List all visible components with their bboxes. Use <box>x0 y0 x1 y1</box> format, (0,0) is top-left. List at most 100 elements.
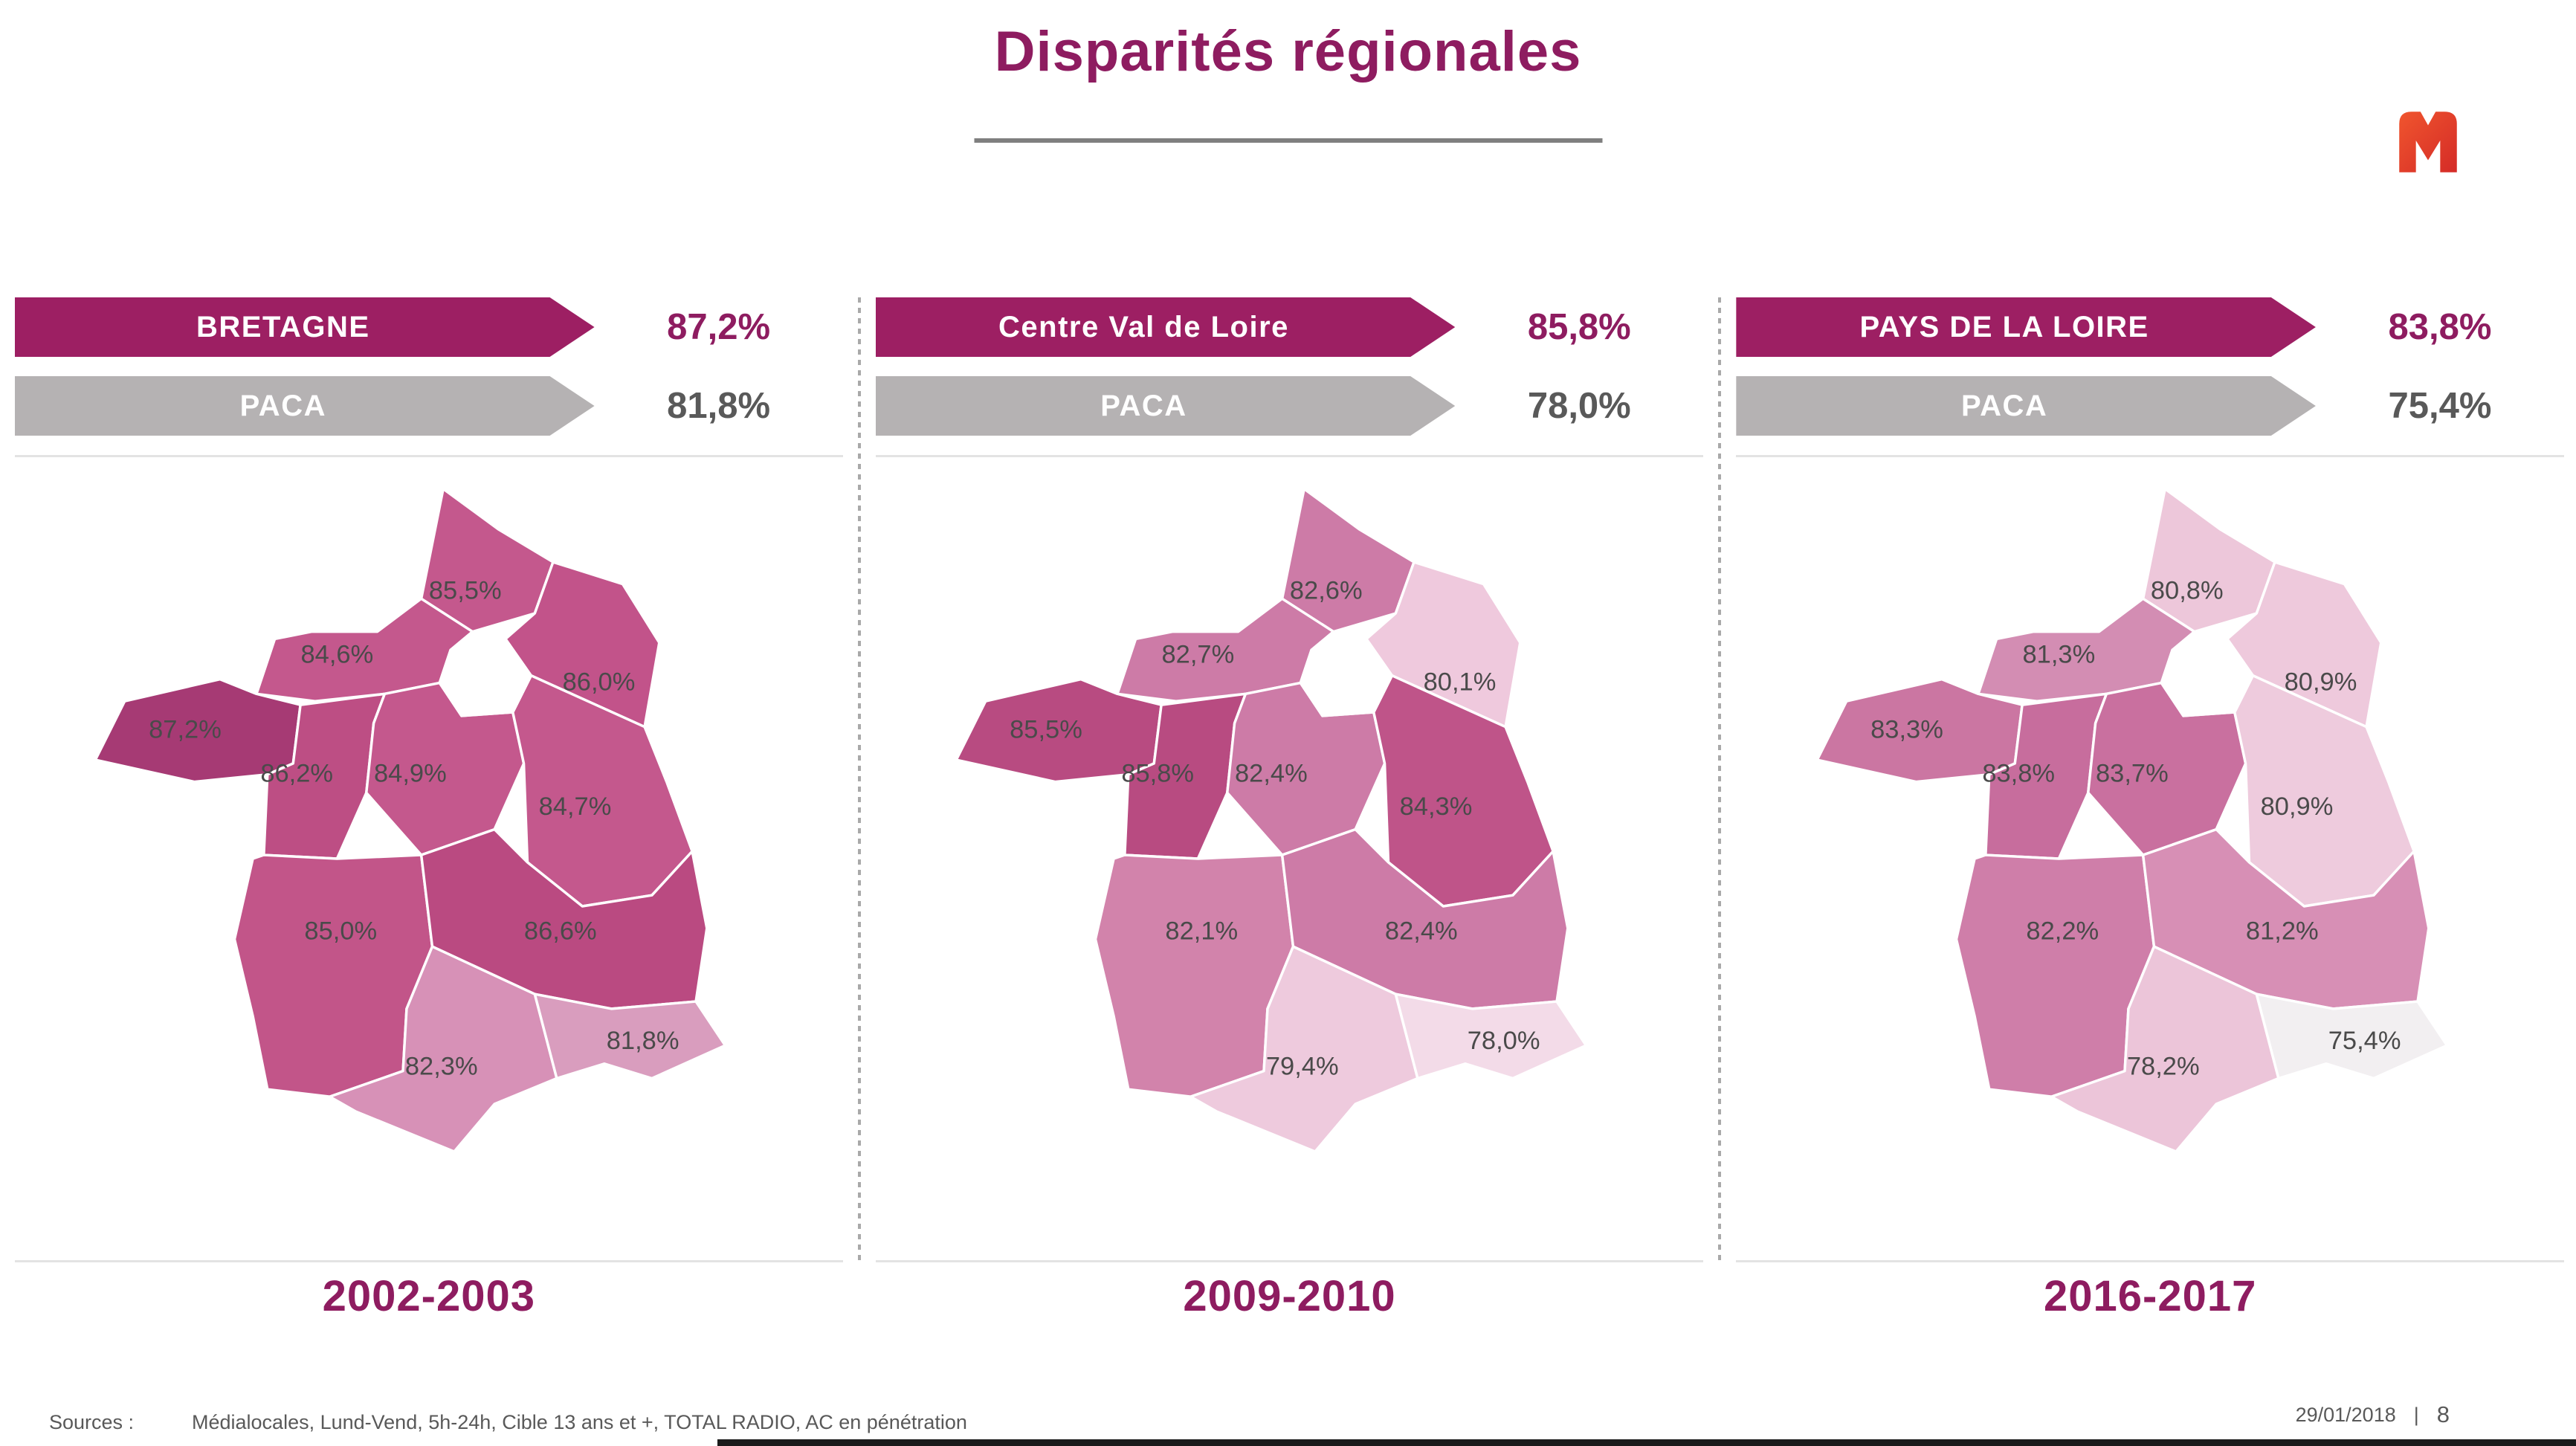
top-banner-row-3: PAYS DE LA LOIRE 83,8% <box>1736 297 2564 357</box>
region-value-pays-de-la-loire: 83,8% <box>1982 759 2055 787</box>
region-value-pays-de-la-loire: 86,2% <box>261 759 334 787</box>
region-value-hauts-de-france: 82,6% <box>1290 576 1363 604</box>
divider-line <box>875 1260 1704 1262</box>
region-value-normandie: 84,6% <box>301 640 374 668</box>
region-normandie <box>1976 597 2195 703</box>
paca-label: PACA <box>1960 389 2048 422</box>
top-region-value: 85,8% <box>1527 307 1631 347</box>
divider-line <box>875 455 1704 457</box>
region-value-auvergne-rhone-alpes: 86,6% <box>524 917 597 945</box>
region-value-centre-val-de-loire: 84,9% <box>374 759 447 787</box>
region-occitanie <box>1189 944 1419 1153</box>
top-region-value: 83,8% <box>2388 307 2492 347</box>
region-ile-de-france <box>438 637 533 717</box>
top-region-label: Centre Val de Loire <box>998 310 1289 343</box>
paca-banner: PACA <box>876 376 1456 436</box>
paca-value: 81,8% <box>667 386 771 426</box>
region-occitanie <box>2050 944 2280 1153</box>
bottom-bar <box>717 1439 2576 1446</box>
paca-banner: PACA <box>15 376 595 436</box>
region-value-nouvelle-aquitaine: 85,0% <box>305 917 378 945</box>
region-value-normandie: 81,3% <box>2022 640 2095 668</box>
top-banner-row-2: Centre Val de Loire 85,8% <box>876 297 1704 357</box>
region-value-normandie: 82,7% <box>1162 640 1235 668</box>
paca-label: PACA <box>239 389 326 422</box>
panel-3: PAYS DE LA LOIRE 83,8% PACA 75,4% 80,8% 8… <box>1736 297 2565 1321</box>
region-paca <box>1394 992 1588 1079</box>
france-map-svg: 85,5% 84,6% 86,0% 87,2% 86,2% 84,9% 84,7% 85,0%… <box>94 487 727 1153</box>
region-value-nouvelle-aquitaine: 82,2% <box>2026 917 2099 945</box>
m-radio-logo-icon <box>2399 112 2457 172</box>
top-region-value: 87,2% <box>667 307 771 347</box>
region-value-auvergne-rhone-alpes: 81,2% <box>2246 917 2319 945</box>
region-value-paca: 78,0% <box>1468 1027 1540 1055</box>
top-region-banner: Centre Val de Loire <box>876 297 1456 357</box>
region-paca <box>2255 992 2448 1079</box>
region-normandie <box>1116 597 1335 703</box>
year-label: 2009-2010 <box>1183 1272 1396 1320</box>
paca-banner-row-1: PACA 81,8% <box>15 376 843 436</box>
top-region-label: BRETAGNE <box>196 310 370 343</box>
france-map-svg: 82,6% 82,7% 80,1% 85,5% 85,8% 82,4% 84,3% 82,1%… <box>955 487 1588 1153</box>
paca-value: 75,4% <box>2388 386 2492 426</box>
panels-row: BRETAGNE 87,2% PACA 81,8% 85,5% 84,6% 86,0… <box>15 297 2565 1321</box>
region-value-occitanie: 78,2% <box>2127 1052 2200 1080</box>
region-value-nouvelle-aquitaine: 82,1% <box>1165 917 1238 945</box>
vertical-separator <box>857 297 861 1260</box>
region-value-bourgogne-franche-comte: 84,7% <box>539 792 612 820</box>
region-value-bretagne: 83,3% <box>1870 715 1943 743</box>
region-value-bretagne: 87,2% <box>149 715 222 743</box>
paca-label: PACA <box>1100 389 1187 422</box>
region-value-auvergne-rhone-alpes: 82,4% <box>1385 917 1458 945</box>
region-ile-de-france <box>1299 637 1394 717</box>
paca-banner: PACA <box>1736 376 2316 436</box>
top-region-label: PAYS DE LA LOIRE <box>1859 310 2149 343</box>
title-underline <box>974 138 1602 143</box>
region-paca <box>533 992 727 1079</box>
france-map-2002-2003: 85,5% 84,6% 86,0% 87,2% 86,2% 84,9% 84,7% 85,0%… <box>15 457 843 1208</box>
divider-line <box>1736 1260 2565 1262</box>
region-value-paca: 75,4% <box>2328 1027 2401 1055</box>
region-value-centre-val-de-loire: 83,7% <box>2096 759 2169 787</box>
sources-text: Médialocales, Lund-Vend, 5h-24h, Cible 1… <box>192 1411 967 1433</box>
region-value-grand-est: 86,0% <box>563 668 636 696</box>
page-number: 8 <box>2436 1401 2450 1427</box>
top-region-banner: BRETAGNE <box>15 297 595 357</box>
year-label: 2016-2017 <box>2043 1272 2257 1320</box>
france-map-2009-2010: 82,6% 82,7% 80,1% 85,5% 85,8% 82,4% 84,3% 82,1%… <box>876 457 1704 1208</box>
top-banner-row-1: BRETAGNE 87,2% <box>15 297 843 357</box>
slide-meta: 29/01/2018 | 8 <box>2296 1401 2450 1428</box>
region-value-grand-est: 80,9% <box>2284 668 2357 696</box>
region-value-centre-val-de-loire: 82,4% <box>1235 759 1308 787</box>
divider-line <box>15 1260 843 1262</box>
region-value-grand-est: 80,1% <box>1424 668 1497 696</box>
top-region-banner: PAYS DE LA LOIRE <box>1736 297 2316 357</box>
region-value-bourgogne-franche-comte: 84,3% <box>1400 792 1473 820</box>
paca-banner-row-3: PACA 75,4% <box>1736 376 2564 436</box>
divider-line <box>1736 455 2565 457</box>
paca-value: 78,0% <box>1527 386 1631 426</box>
region-value-paca: 81,8% <box>607 1027 679 1055</box>
region-ile-de-france <box>2160 637 2254 717</box>
france-map-2016-2017: 80,8% 81,3% 80,9% 83,3% 83,8% 83,7% 80,9% 82,2%… <box>1736 457 2564 1208</box>
region-value-occitanie: 79,4% <box>1266 1052 1339 1080</box>
region-value-hauts-de-france: 85,5% <box>429 576 502 604</box>
panel-2: Centre Val de Loire 85,8% PACA 78,0% 82,… <box>875 297 1704 1321</box>
panel-1: BRETAGNE 87,2% PACA 81,8% 85,5% 84,6% 86,0… <box>15 297 843 1321</box>
france-map-svg: 80,8% 81,3% 80,9% 83,3% 83,8% 83,7% 80,9% 82,2%… <box>1815 487 2448 1153</box>
page-title: Disparités régionales <box>994 20 1582 83</box>
region-normandie <box>255 597 474 703</box>
region-value-bourgogne-franche-comte: 80,9% <box>2260 792 2333 820</box>
sources-label: Sources : <box>49 1411 135 1433</box>
region-value-pays-de-la-loire: 85,8% <box>1121 759 1194 787</box>
region-value-occitanie: 82,3% <box>405 1052 478 1080</box>
meta-separator: | <box>2413 1403 2419 1426</box>
paca-banner-row-2: PACA 78,0% <box>876 376 1704 436</box>
divider-line <box>15 455 843 457</box>
date-label: 29/01/2018 <box>2295 1403 2396 1426</box>
region-occitanie <box>329 944 558 1153</box>
vertical-separator <box>1718 297 1722 1260</box>
region-value-hauts-de-france: 80,8% <box>2151 576 2224 604</box>
region-value-bretagne: 85,5% <box>1010 715 1082 743</box>
